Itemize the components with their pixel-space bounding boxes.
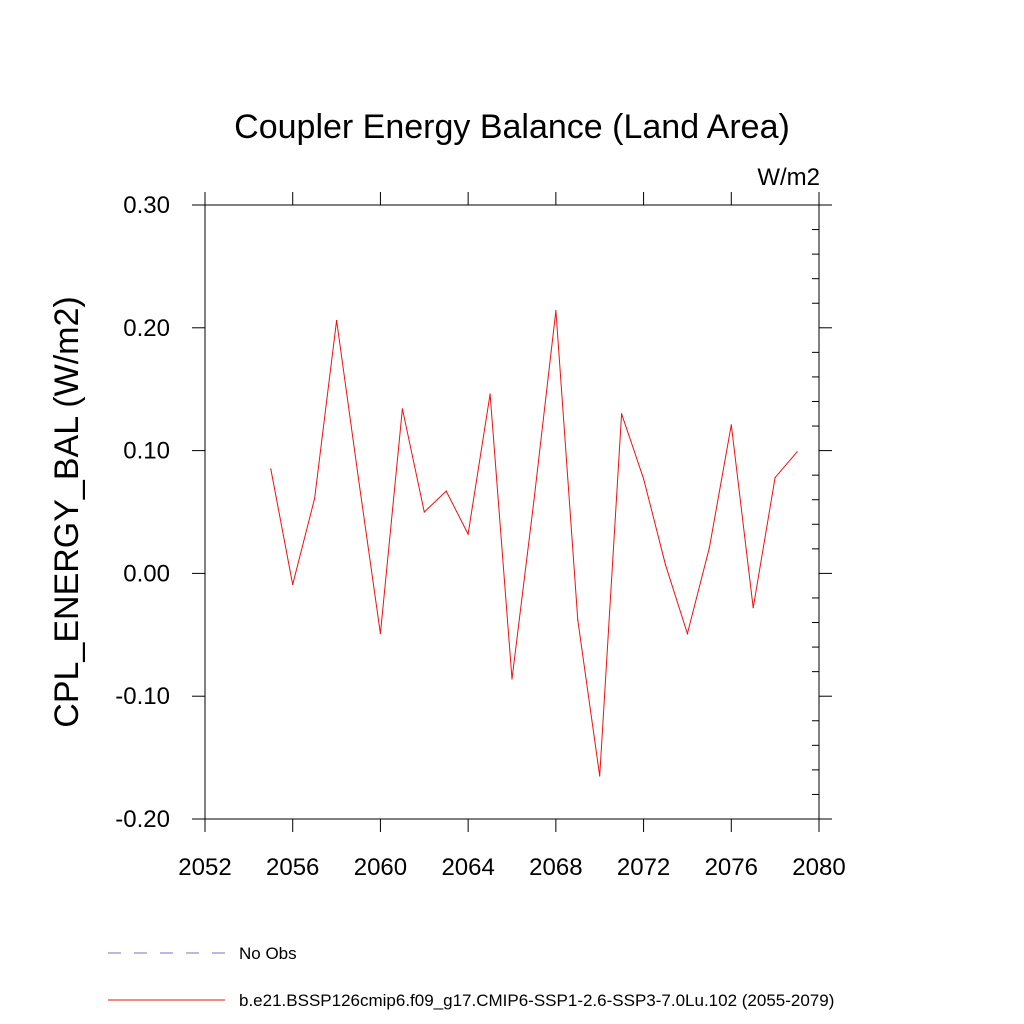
- data-point: [423, 511, 425, 513]
- legend-label-1: b.e21.BSSP126cmip6.f09_g17.CMIP6-SSP1-2.…: [239, 991, 834, 1010]
- data-point: [577, 619, 579, 621]
- data-point: [642, 478, 645, 480]
- axis-ticks: [192, 192, 832, 832]
- data-point: [292, 583, 294, 586]
- data-point: [489, 393, 491, 395]
- data-point: [533, 500, 535, 502]
- x-tick-label: 2052: [178, 854, 231, 881]
- x-tick-label: 2064: [441, 854, 494, 881]
- chart-title: Coupler Energy Balance (Land Area): [234, 108, 790, 146]
- x-tick-label: 2056: [266, 854, 319, 881]
- data-point: [621, 413, 623, 415]
- x-tick-label: 2060: [354, 854, 407, 881]
- x-tick-label: 2072: [617, 854, 670, 881]
- series-group: [270, 310, 798, 777]
- data-point: [335, 319, 338, 322]
- data-point: [467, 533, 469, 535]
- data-point: [752, 607, 754, 609]
- data-point: [774, 477, 776, 479]
- data-point: [314, 497, 316, 500]
- tick-labels: 2052 2056 2060 2064 2068 2072 2076 2080 -0.20 -0.…: [115, 192, 845, 881]
- data-point: [357, 478, 360, 480]
- data-point: [270, 468, 272, 470]
- data-point: [511, 678, 513, 680]
- y-tick-label: 0.00: [123, 560, 170, 587]
- data-point: [555, 310, 557, 312]
- data-point: [401, 408, 403, 410]
- data-point: [708, 547, 710, 549]
- x-tick-label: 2068: [529, 854, 582, 881]
- y-axis-label: CPL_ENERGY_BAL (W/m2): [48, 296, 86, 727]
- x-tick-label: 2080: [792, 854, 845, 881]
- data-point: [664, 564, 667, 566]
- units-label: W/m2: [757, 164, 820, 191]
- y-tick-label: 0.20: [123, 315, 170, 342]
- data-point: [445, 490, 447, 492]
- y-tick-label: -0.10: [115, 683, 170, 710]
- legend-label-0: No Obs: [239, 944, 297, 963]
- data-point: [599, 775, 601, 777]
- y-tick-label: 0.10: [123, 438, 170, 465]
- series-line-0: [270, 310, 798, 777]
- data-point: [796, 451, 798, 453]
- data-point: [730, 424, 732, 426]
- data-point: [686, 632, 689, 635]
- y-tick-label: 0.30: [123, 192, 170, 219]
- legend: No Obs b.e21.BSSP126cmip6.f09_g17.CMIP6-S…: [108, 944, 834, 1010]
- x-tick-label: 2076: [705, 854, 758, 881]
- data-point: [379, 632, 382, 635]
- y-tick-label: -0.20: [115, 806, 170, 833]
- plot-frame: [204, 204, 820, 820]
